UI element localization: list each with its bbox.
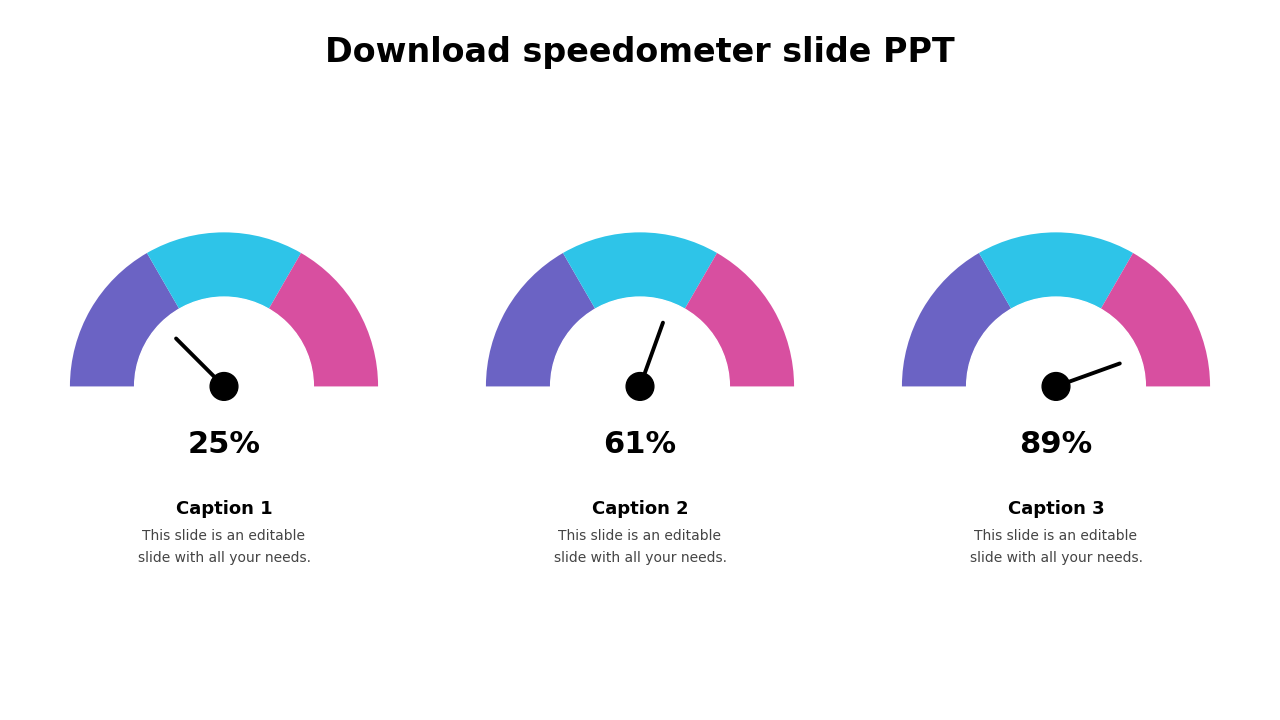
Text: 89%: 89% [1019, 431, 1093, 459]
Circle shape [1042, 372, 1070, 400]
Wedge shape [563, 233, 717, 309]
Text: 25%: 25% [187, 431, 261, 459]
Text: Caption 1: Caption 1 [175, 500, 273, 518]
Text: This slide is an editable
slide with all your needs.: This slide is an editable slide with all… [553, 529, 727, 565]
Wedge shape [486, 253, 595, 387]
Text: Download speedometer slide PPT: Download speedometer slide PPT [325, 36, 955, 69]
Wedge shape [979, 233, 1133, 309]
Text: Caption 3: Caption 3 [1007, 500, 1105, 518]
Wedge shape [902, 253, 1011, 387]
Wedge shape [269, 253, 378, 387]
Circle shape [134, 297, 314, 476]
Text: 61%: 61% [603, 431, 677, 459]
Text: This slide is an editable
slide with all your needs.: This slide is an editable slide with all… [137, 529, 311, 565]
Circle shape [550, 297, 730, 476]
Text: This slide is an editable
slide with all your needs.: This slide is an editable slide with all… [969, 529, 1143, 565]
Wedge shape [1101, 253, 1210, 387]
Circle shape [966, 297, 1146, 476]
Circle shape [210, 372, 238, 400]
Wedge shape [685, 253, 794, 387]
Wedge shape [70, 253, 179, 387]
Wedge shape [147, 233, 301, 309]
Circle shape [626, 372, 654, 400]
Text: Caption 2: Caption 2 [591, 500, 689, 518]
